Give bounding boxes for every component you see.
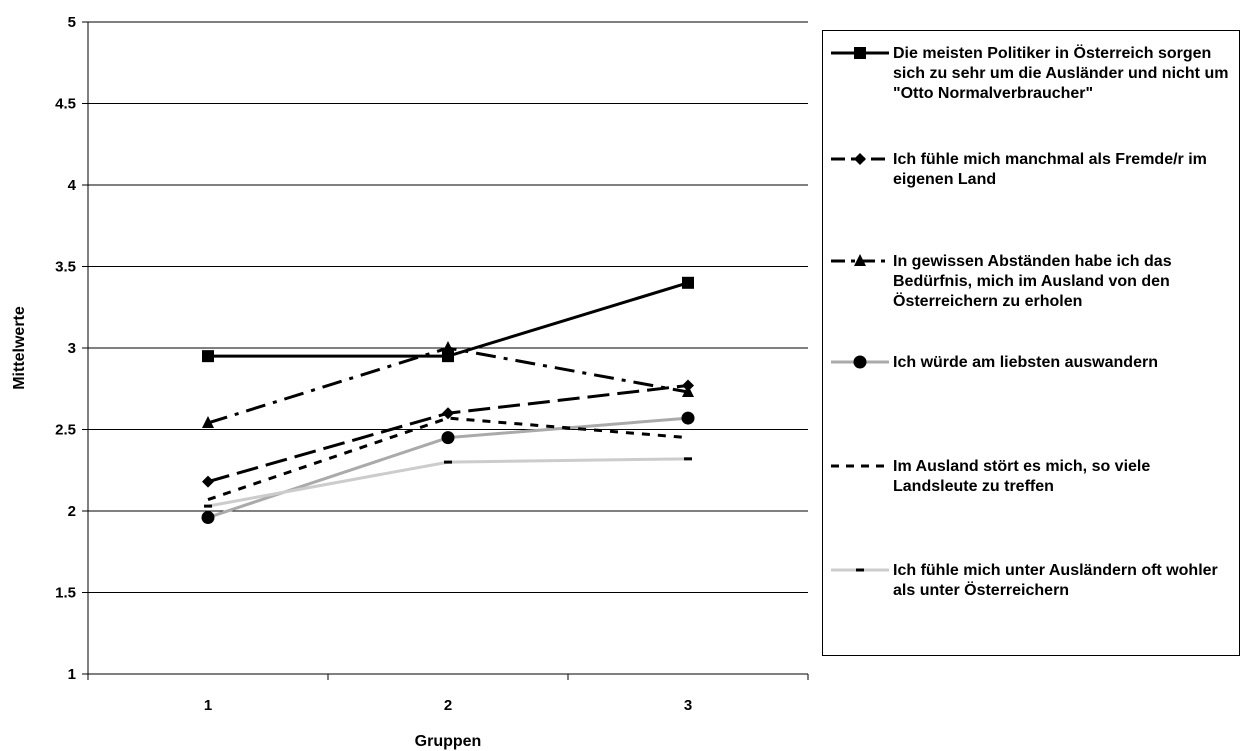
- y-axis-title: Mittelwerte: [11, 306, 28, 390]
- data-point: [442, 407, 454, 420]
- y-tick-label: 4.5: [55, 96, 76, 113]
- series-1: [202, 276, 694, 363]
- series-3: [202, 341, 694, 428]
- data-point: [682, 276, 694, 289]
- series-6: [204, 457, 692, 508]
- y-tick-label: 1: [68, 666, 76, 683]
- x-tick-label: 1: [204, 697, 212, 714]
- legend-label-6: Ich fühle mich unter Ausländern oft wohl…: [893, 562, 1218, 599]
- legend: Die meisten Politiker in Österreich sorg…: [822, 30, 1240, 656]
- data-point: [202, 475, 214, 488]
- legend-marker: [854, 254, 866, 266]
- legend-marker: [854, 47, 866, 59]
- legend-swatch-1: [831, 47, 889, 59]
- x-tick-label: 2: [444, 697, 452, 714]
- y-tick-label: 4: [68, 177, 77, 194]
- data-point: [441, 431, 455, 445]
- series-group: [201, 276, 695, 525]
- legend-marker: [856, 568, 864, 572]
- data-point: [204, 504, 212, 508]
- legend-swatch-2: [831, 153, 889, 165]
- legend-swatch-5: [831, 464, 889, 468]
- series-2: [202, 379, 694, 488]
- legend-label-3: In gewissen Abständen habe ich das Bedür…: [893, 253, 1172, 310]
- data-point: [681, 411, 695, 425]
- x-axis: 1 2 3: [87, 673, 809, 714]
- x-tick-label: 3: [684, 697, 692, 714]
- series-5: [207, 416, 689, 502]
- data-point: [201, 511, 215, 525]
- y-tick-label: 5: [68, 14, 76, 31]
- y-tick-label: 3: [68, 340, 76, 357]
- series-4: [201, 411, 695, 525]
- data-point: [684, 457, 692, 461]
- legend-label-2: Ich fühle mich manchmal als Fremde/r im …: [893, 151, 1207, 188]
- data-point: [682, 385, 694, 398]
- legend-swatch-6: [831, 568, 889, 572]
- data-point: [442, 350, 454, 363]
- y-tick-label: 2.5: [55, 422, 76, 439]
- legend-marker: [853, 355, 867, 369]
- data-point: [442, 341, 454, 353]
- data-point: [444, 460, 452, 464]
- gridlines: [88, 21, 808, 593]
- y-tick-label: 2: [68, 503, 76, 520]
- x-axis-title: Gruppen: [415, 733, 482, 750]
- data-point: [202, 415, 214, 428]
- legend-swatch-3: [831, 254, 889, 266]
- y-axis: 1 1.5 2 2.5 3 3.5 4 4.5 5: [55, 14, 89, 683]
- legend-marker: [854, 153, 866, 165]
- legend-swatch-4: [831, 355, 889, 369]
- data-point: [202, 350, 214, 363]
- series-line: [207, 457, 689, 508]
- series-line: [207, 416, 689, 502]
- legend-label-4: Ich würde am liebsten auswandern: [893, 354, 1158, 371]
- legend-label-1: Die meisten Politiker in Österreich sorg…: [893, 45, 1229, 102]
- y-tick-label: 1.5: [55, 585, 76, 602]
- legend-label-5: Im Ausland stört es mich, so viele Lands…: [893, 458, 1151, 495]
- y-tick-label: 3.5: [55, 259, 76, 276]
